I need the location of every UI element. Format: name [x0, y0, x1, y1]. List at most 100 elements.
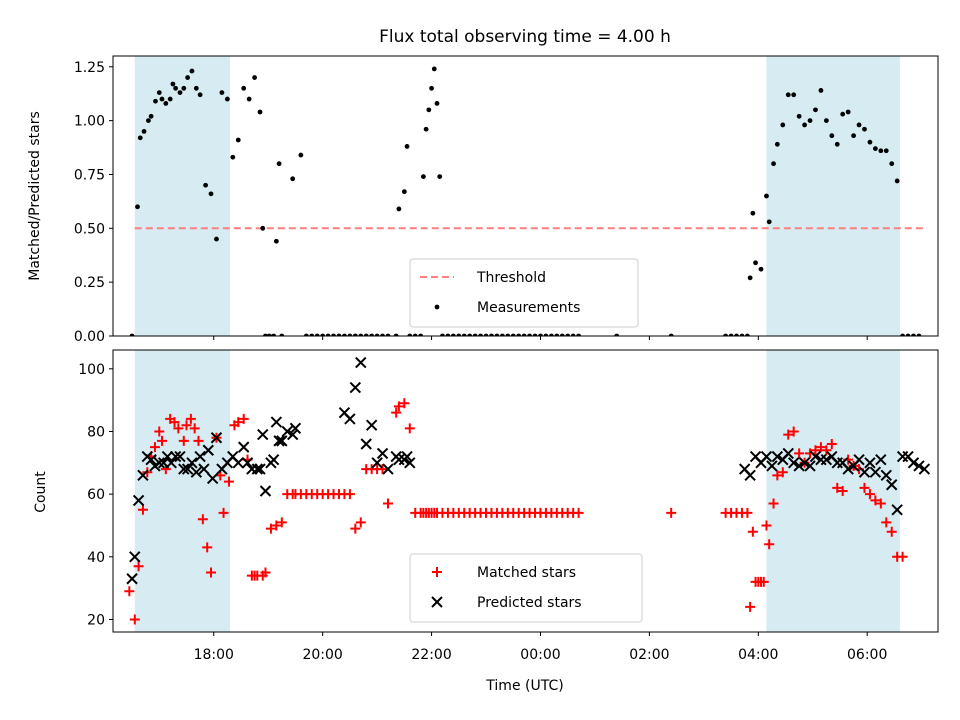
- measurement-point: [189, 68, 195, 74]
- measurement-point: [418, 333, 424, 336]
- measurement-point: [404, 144, 410, 149]
- measurement-point: [829, 133, 835, 139]
- measurement-point: [401, 189, 407, 195]
- measurement-point: [135, 204, 140, 210]
- matched-star-marker: [573, 507, 584, 518]
- predicted-star-marker: [782, 447, 794, 460]
- measurement-point: [818, 88, 824, 93]
- matched-star-marker: [129, 614, 140, 625]
- predicted-star-marker: [153, 457, 165, 469]
- measurement-point: [193, 85, 199, 91]
- measurement-point: [889, 161, 895, 167]
- y-tick-label: 1.00: [74, 114, 105, 130]
- predicted-star-marker: [259, 485, 272, 497]
- measurement-point: [145, 118, 151, 124]
- measurement-point: [570, 333, 576, 336]
- measurement-point: [883, 148, 889, 154]
- measurement-point: [263, 333, 268, 336]
- y-axis-label-count: Count: [33, 471, 49, 513]
- measurement-point: [774, 141, 780, 147]
- x-axis-label: Time (UTC): [485, 678, 563, 694]
- measurement-point: [905, 333, 911, 336]
- matched-star-marker: [233, 417, 244, 428]
- predicted-star-marker: [766, 460, 778, 472]
- matched-star-marker: [815, 442, 826, 453]
- legend-measurements-swatch: [434, 304, 440, 310]
- matched-star-marker: [875, 498, 886, 509]
- predicted-star-marker: [820, 453, 833, 466]
- legend-matched-label: Matched stars: [477, 565, 576, 581]
- measurement-point: [764, 193, 769, 199]
- legend-threshold-label: Threshold: [476, 270, 546, 286]
- shaded-band-1: [766, 350, 900, 632]
- measurement-point: [170, 81, 176, 87]
- matched-star-marker: [837, 486, 848, 496]
- matched-star-marker: [202, 542, 213, 553]
- measurement-point: [303, 333, 309, 336]
- measurement-point: [527, 333, 532, 336]
- matched-star-marker: [218, 507, 229, 518]
- predicted-star-marker: [858, 466, 871, 478]
- measurement-point: [437, 174, 443, 180]
- measurement-point: [862, 126, 867, 132]
- predicted-star-marker: [349, 381, 362, 394]
- legend-box: [409, 553, 643, 623]
- predicted-star-marker: [210, 432, 223, 444]
- measurement-point: [478, 333, 483, 336]
- predicted-star-marker: [804, 460, 816, 472]
- measurement-point: [780, 122, 786, 128]
- predicted-star-marker: [875, 453, 887, 466]
- measurement-point: [331, 333, 336, 336]
- matched-star-marker: [810, 445, 821, 456]
- measurement-point: [219, 90, 225, 96]
- measurement-point: [845, 109, 851, 115]
- y-tick-label: 20: [87, 612, 105, 628]
- measurement-point: [298, 152, 304, 158]
- measurement-point: [565, 333, 571, 336]
- legend-predicted-label: Predicted stars: [477, 595, 582, 611]
- predicted-star-marker: [393, 453, 405, 466]
- x-tick-label: 20:00: [302, 647, 342, 663]
- x-tick-label: 02:00: [629, 647, 669, 663]
- predicted-star-marker: [174, 450, 186, 463]
- measurement-point: [750, 210, 756, 216]
- measurement-point: [273, 238, 279, 244]
- shaded-band-0: [134, 350, 231, 632]
- measurement-point: [325, 333, 331, 336]
- legend: Threshold Measurements: [409, 258, 639, 328]
- predicted-star-marker: [404, 457, 416, 469]
- measurement-point: [734, 333, 739, 336]
- predicted-star-marker: [842, 463, 854, 475]
- matched-star-marker: [193, 435, 204, 446]
- measurement-point: [431, 66, 437, 72]
- predicted-star-marker: [161, 450, 174, 463]
- measurement-point: [336, 333, 342, 336]
- matched-star-marker: [881, 517, 892, 528]
- measurement-point: [393, 333, 399, 336]
- chart-title: Flux total observing time = 4.00 h: [379, 27, 671, 47]
- y-tick-label: 0.00: [74, 329, 105, 345]
- measurement-point: [440, 333, 445, 336]
- matched-star-marker: [832, 482, 843, 493]
- measurement-point: [900, 333, 906, 336]
- measurement-point: [358, 333, 364, 336]
- matched-star-marker: [197, 514, 208, 525]
- measurement-point: [450, 333, 456, 336]
- matched-star-marker: [124, 586, 135, 597]
- measurement-point: [129, 333, 135, 336]
- measurement-point: [521, 333, 527, 336]
- measurement-point: [823, 118, 829, 124]
- predicted-star-marker: [864, 457, 876, 469]
- measurement-point: [559, 333, 565, 336]
- y-tick-label: 0.50: [74, 221, 105, 237]
- matched-star-marker: [393, 401, 404, 412]
- matched-star-marker: [758, 576, 769, 587]
- predicted-star-marker: [880, 469, 892, 482]
- measurement-point: [163, 100, 169, 106]
- measurement-point: [347, 333, 353, 336]
- matched-star-marker: [173, 423, 184, 434]
- measurement-point: [374, 333, 380, 336]
- predicted-star-marker: [206, 472, 219, 485]
- measurement-point: [137, 135, 143, 141]
- measurement-point: [753, 260, 758, 266]
